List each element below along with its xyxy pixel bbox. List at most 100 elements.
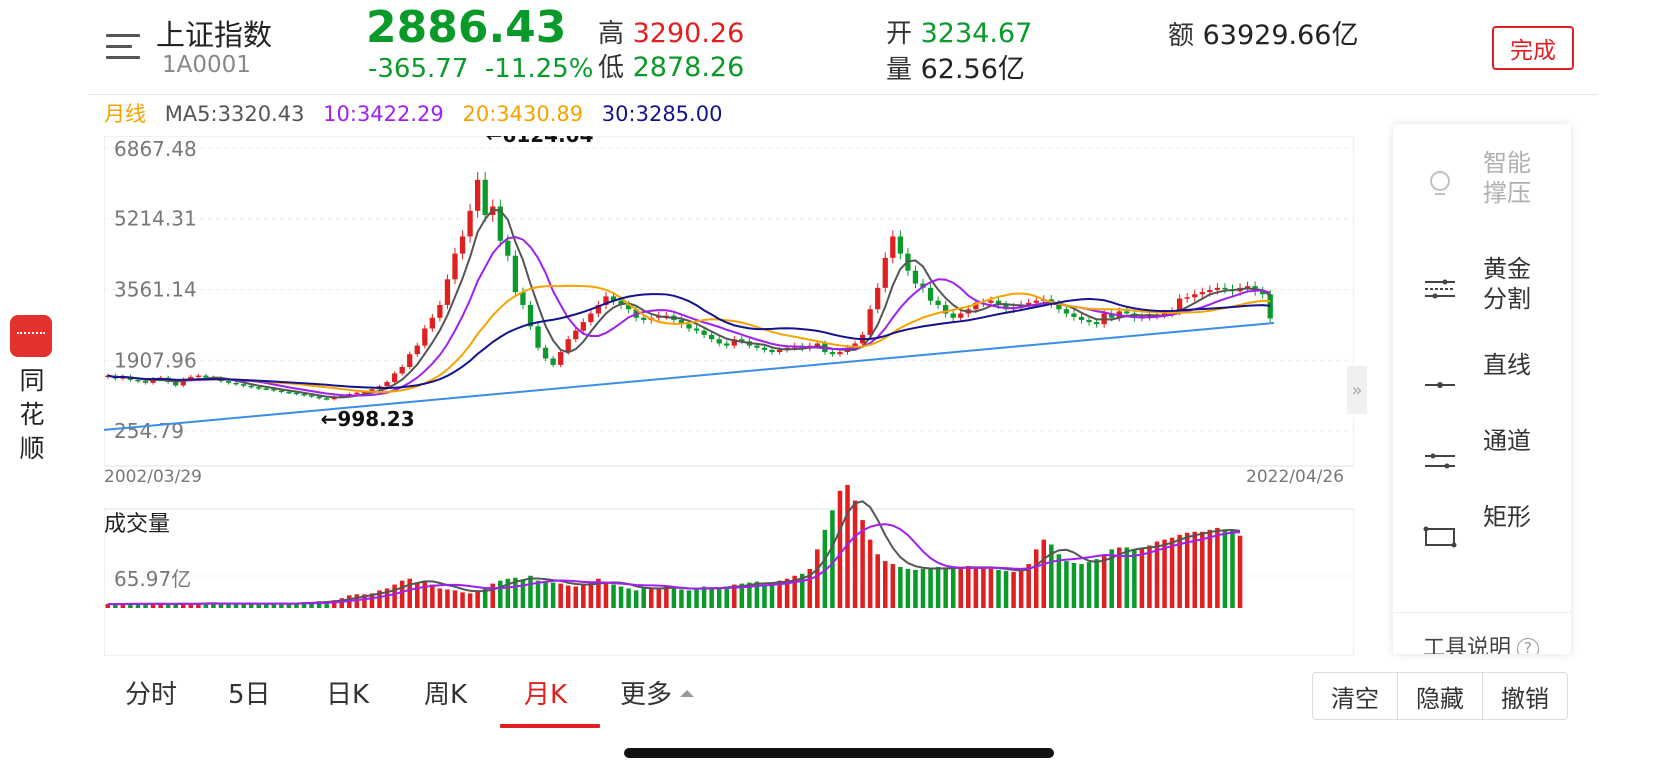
volume-bar: [528, 575, 533, 608]
undo-button[interactable]: 撤销: [1501, 684, 1549, 713]
current-price: 2886.43: [366, 2, 567, 53]
menu-icon[interactable]: [106, 34, 140, 62]
open-stat: 开 3234.67: [886, 13, 1032, 50]
volume-bar: [822, 529, 828, 608]
clear-button[interactable]: 清空: [1313, 673, 1398, 719]
kline-chart[interactable]: 6867.48 5214.31 3561.14 1907.96 254.79 ←…: [104, 136, 1354, 656]
expand-chart-icon[interactable]: »: [1347, 366, 1367, 414]
tab-5day[interactable]: 5日: [228, 680, 271, 710]
done-button[interactable]: 完成: [1492, 26, 1574, 70]
volume-bar: [626, 588, 631, 608]
tool-rectangle[interactable]: 矩形: [1393, 502, 1571, 572]
volume-bar: [762, 584, 767, 608]
tools-help[interactable]: 工具说明?: [1423, 630, 1540, 654]
volume-bar: [633, 590, 639, 608]
candle: [308, 395, 315, 397]
volume-bar: [724, 586, 730, 608]
candle: [1244, 286, 1251, 288]
candle: [1184, 297, 1190, 299]
volume-bar: [399, 580, 405, 608]
candle: [233, 382, 239, 385]
low-stat: 低 2878.26: [598, 47, 744, 84]
ma-period-label[interactable]: 月线: [104, 102, 146, 126]
candle: [414, 345, 420, 355]
volume-bar: [301, 602, 307, 608]
price-axis-ticks: 6867.48 5214.31 3561.14 1907.96 254.79: [114, 137, 197, 443]
candle: [558, 352, 564, 365]
x-start-label: 2002/03/29: [104, 467, 202, 487]
candle: [407, 354, 413, 368]
candle: [739, 339, 745, 342]
price-gridlines: [104, 147, 1354, 432]
candle: [595, 304, 602, 314]
candle: [437, 304, 443, 318]
volume-bar: [535, 580, 541, 608]
candle: [293, 392, 300, 395]
candle: [912, 270, 919, 284]
y-tick: 3561.14: [114, 277, 197, 301]
volume-bar: [739, 583, 745, 608]
candle: [256, 387, 262, 389]
candle: [271, 388, 277, 391]
volume-bar: [309, 602, 314, 608]
volume-bar: [769, 582, 775, 608]
volume-bar: [128, 603, 133, 608]
tab-more[interactable]: 更多: [620, 674, 695, 711]
y-tick: 6867.48: [114, 137, 197, 161]
candle: [1192, 294, 1198, 298]
candle: [361, 391, 368, 394]
tab-monthly-k[interactable]: 月K: [524, 680, 568, 710]
candle: [452, 253, 458, 280]
candle: [625, 304, 632, 310]
drawn-trendline[interactable]: [104, 321, 1275, 431]
help-icon: ?: [1517, 638, 1540, 654]
volume-bar: [1026, 564, 1031, 608]
app-logo-icon[interactable]: [10, 315, 52, 357]
x-end-label: 2022/04/26: [1246, 467, 1344, 487]
tab-weekly-k[interactable]: 周K: [424, 680, 468, 710]
volume-bar: [120, 604, 126, 608]
volume-bar: [550, 582, 556, 608]
candle: [135, 379, 141, 382]
rectangle-icon: [1423, 526, 1457, 548]
candle: [573, 330, 579, 340]
candle: [1199, 292, 1205, 295]
volume-bar: [679, 589, 684, 608]
volume-bar: [1109, 549, 1114, 608]
tool-straight-line[interactable]: 直线: [1393, 350, 1571, 420]
candle: [588, 313, 594, 323]
change-value: -365.77: [368, 54, 469, 84]
candle: [678, 319, 685, 325]
hide-button[interactable]: 隐藏: [1398, 673, 1483, 719]
ma-line: [107, 284, 1271, 393]
tool-golden-ratio[interactable]: 黄金分割: [1393, 254, 1571, 324]
volume-bar: [777, 580, 782, 608]
tab-daily-k[interactable]: 日K: [326, 680, 370, 710]
tab-intraday[interactable]: 分时: [125, 680, 178, 710]
tool-smart-support[interactable]: 智能撑压: [1393, 148, 1571, 218]
home-indicator[interactable]: [624, 748, 1054, 758]
volume-bar: [331, 600, 337, 608]
volume-bar: [264, 604, 269, 608]
volume-bar: [656, 587, 662, 608]
volume-bar: [430, 584, 435, 608]
volume-bar: [830, 510, 835, 608]
volume-bar: [233, 603, 239, 608]
high-stat: 高 3290.26: [598, 13, 744, 50]
volume-bar: [754, 581, 760, 608]
candle: [354, 392, 360, 395]
volume-bar: [573, 586, 579, 608]
candle: [1207, 289, 1213, 293]
ma20-value: 20:3430.89: [462, 102, 584, 126]
candle: [1214, 287, 1221, 290]
tool-channel[interactable]: 通道: [1393, 426, 1571, 496]
volume-bar: [845, 484, 850, 608]
volume-bar: [271, 603, 277, 608]
candle: [195, 375, 201, 378]
candle: [467, 210, 473, 237]
volume-bar: [1132, 549, 1137, 608]
tool-label: 矩形: [1483, 503, 1531, 531]
volume-bar: [1230, 530, 1235, 608]
volume-bar: [294, 603, 299, 608]
volume-bar: [732, 584, 737, 608]
